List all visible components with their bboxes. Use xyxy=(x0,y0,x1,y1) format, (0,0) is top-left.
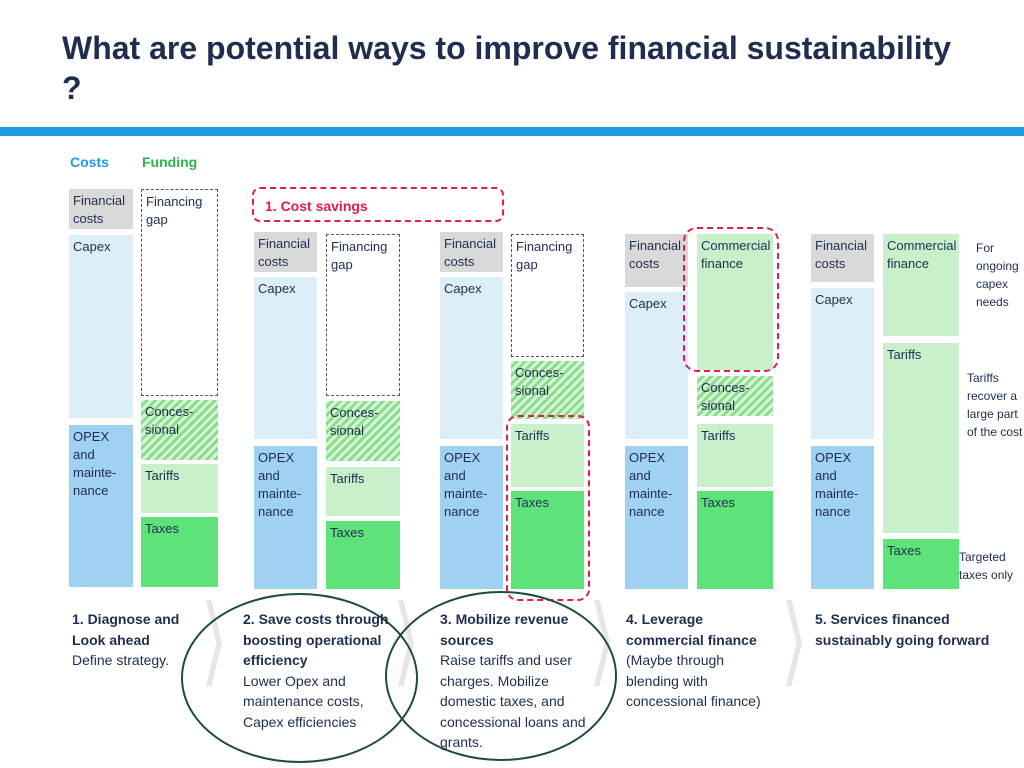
step-heading: 3. Mobilize revenue sources xyxy=(440,611,569,648)
taxes-block: Taxes xyxy=(697,491,773,589)
opex-block: OPEX and mainte- nance xyxy=(811,446,874,589)
capex-block: Capex xyxy=(254,277,317,439)
opex-block: OPEX and mainte- nance xyxy=(69,425,133,587)
step-body: Lower Opex and maintenance costs, Capex … xyxy=(243,672,364,730)
step-heading: 4. Leverage commercial finance xyxy=(626,611,757,648)
commercial-finance-highlight xyxy=(683,227,779,372)
concessional-block: Conces- sional xyxy=(141,400,218,460)
financing-gap-block: Financing gap xyxy=(511,234,584,357)
concessional-block: Conces- sional xyxy=(326,401,400,461)
commercial-finance-block: Commercial finance xyxy=(883,234,959,336)
note-targeted-taxes: Targeted taxes only xyxy=(959,550,1014,582)
financing-gap-block: Financing gap xyxy=(141,189,218,396)
tariffs-block: Tariffs xyxy=(697,424,773,487)
revenue-highlight xyxy=(506,415,590,601)
concessional-block: Conces- sional xyxy=(697,376,773,416)
financial-costs-block: Financial costs xyxy=(811,234,874,282)
step-body: Raise tariffs and user charges. Mobilize… xyxy=(440,652,586,750)
taxes-block: Taxes xyxy=(883,539,959,589)
step-heading: 1. Diagnose and Look ahead xyxy=(72,611,180,648)
financial-costs-block: Financial costs xyxy=(440,232,503,272)
taxes-block: Taxes xyxy=(141,517,218,587)
step-1-caption: 1. Diagnose and Look ahead Define strate… xyxy=(72,609,202,671)
step-5-caption: 5. Services financed sustainably going f… xyxy=(815,609,1005,650)
capex-block: Capex xyxy=(440,277,503,439)
opex-block: OPEX and mainte- nance xyxy=(440,446,503,589)
concessional-block: Conces- sional xyxy=(511,361,584,419)
note-tariffs-recover: Tariffs recover a large part of the cost xyxy=(967,371,1023,439)
step-4-caption: 4. Leverage commercial finance (Maybe th… xyxy=(626,609,776,712)
opex-block: OPEX and mainte- nance xyxy=(254,446,317,589)
opex-block: OPEX and mainte- nance xyxy=(625,446,688,589)
cost-savings-label: 1. Cost savings xyxy=(265,198,368,214)
chevron-right-icon xyxy=(786,600,802,686)
tariffs-block: Tariffs xyxy=(141,464,218,513)
taxes-block: Taxes xyxy=(511,491,584,589)
capex-block: Capex xyxy=(811,288,874,439)
step-body: (Maybe through blending with concessiona… xyxy=(626,652,761,709)
financial-costs-block: Financial costs xyxy=(69,189,133,229)
title-accent-bar xyxy=(0,127,1024,136)
funding-header: Funding xyxy=(142,154,198,170)
page-title: What are potential ways to improve finan… xyxy=(62,30,952,106)
capex-block: Capex xyxy=(625,292,688,439)
capex-block: Capex xyxy=(69,235,133,418)
commercial-finance-block: Commercial finance xyxy=(697,234,773,370)
financial-costs-block: Financial costs xyxy=(254,232,317,272)
note-ongoing-capex: For ongoing capex needs xyxy=(976,241,1019,309)
financial-costs-block: Financial costs xyxy=(625,234,688,287)
financing-gap-block: Financing gap xyxy=(326,234,400,396)
step-3-caption: 3. Mobilize revenue sources Raise tariff… xyxy=(440,609,590,753)
costs-header: Costs xyxy=(70,154,109,170)
step-2-caption: 2. Save costs through boosting operation… xyxy=(243,609,393,732)
cost-savings-highlight xyxy=(252,187,504,222)
tariffs-block: Tariffs xyxy=(326,467,400,516)
tariffs-block: Tariffs xyxy=(511,424,584,487)
tariffs-block: Tariffs xyxy=(883,343,959,533)
step-heading: 5. Services financed sustainably going f… xyxy=(815,611,990,648)
step-heading: 2. Save costs through boosting operation… xyxy=(243,611,389,668)
step-body: Define strategy. xyxy=(72,652,170,668)
taxes-block: Taxes xyxy=(326,521,400,589)
highlight-oval-step-3 xyxy=(385,591,617,761)
